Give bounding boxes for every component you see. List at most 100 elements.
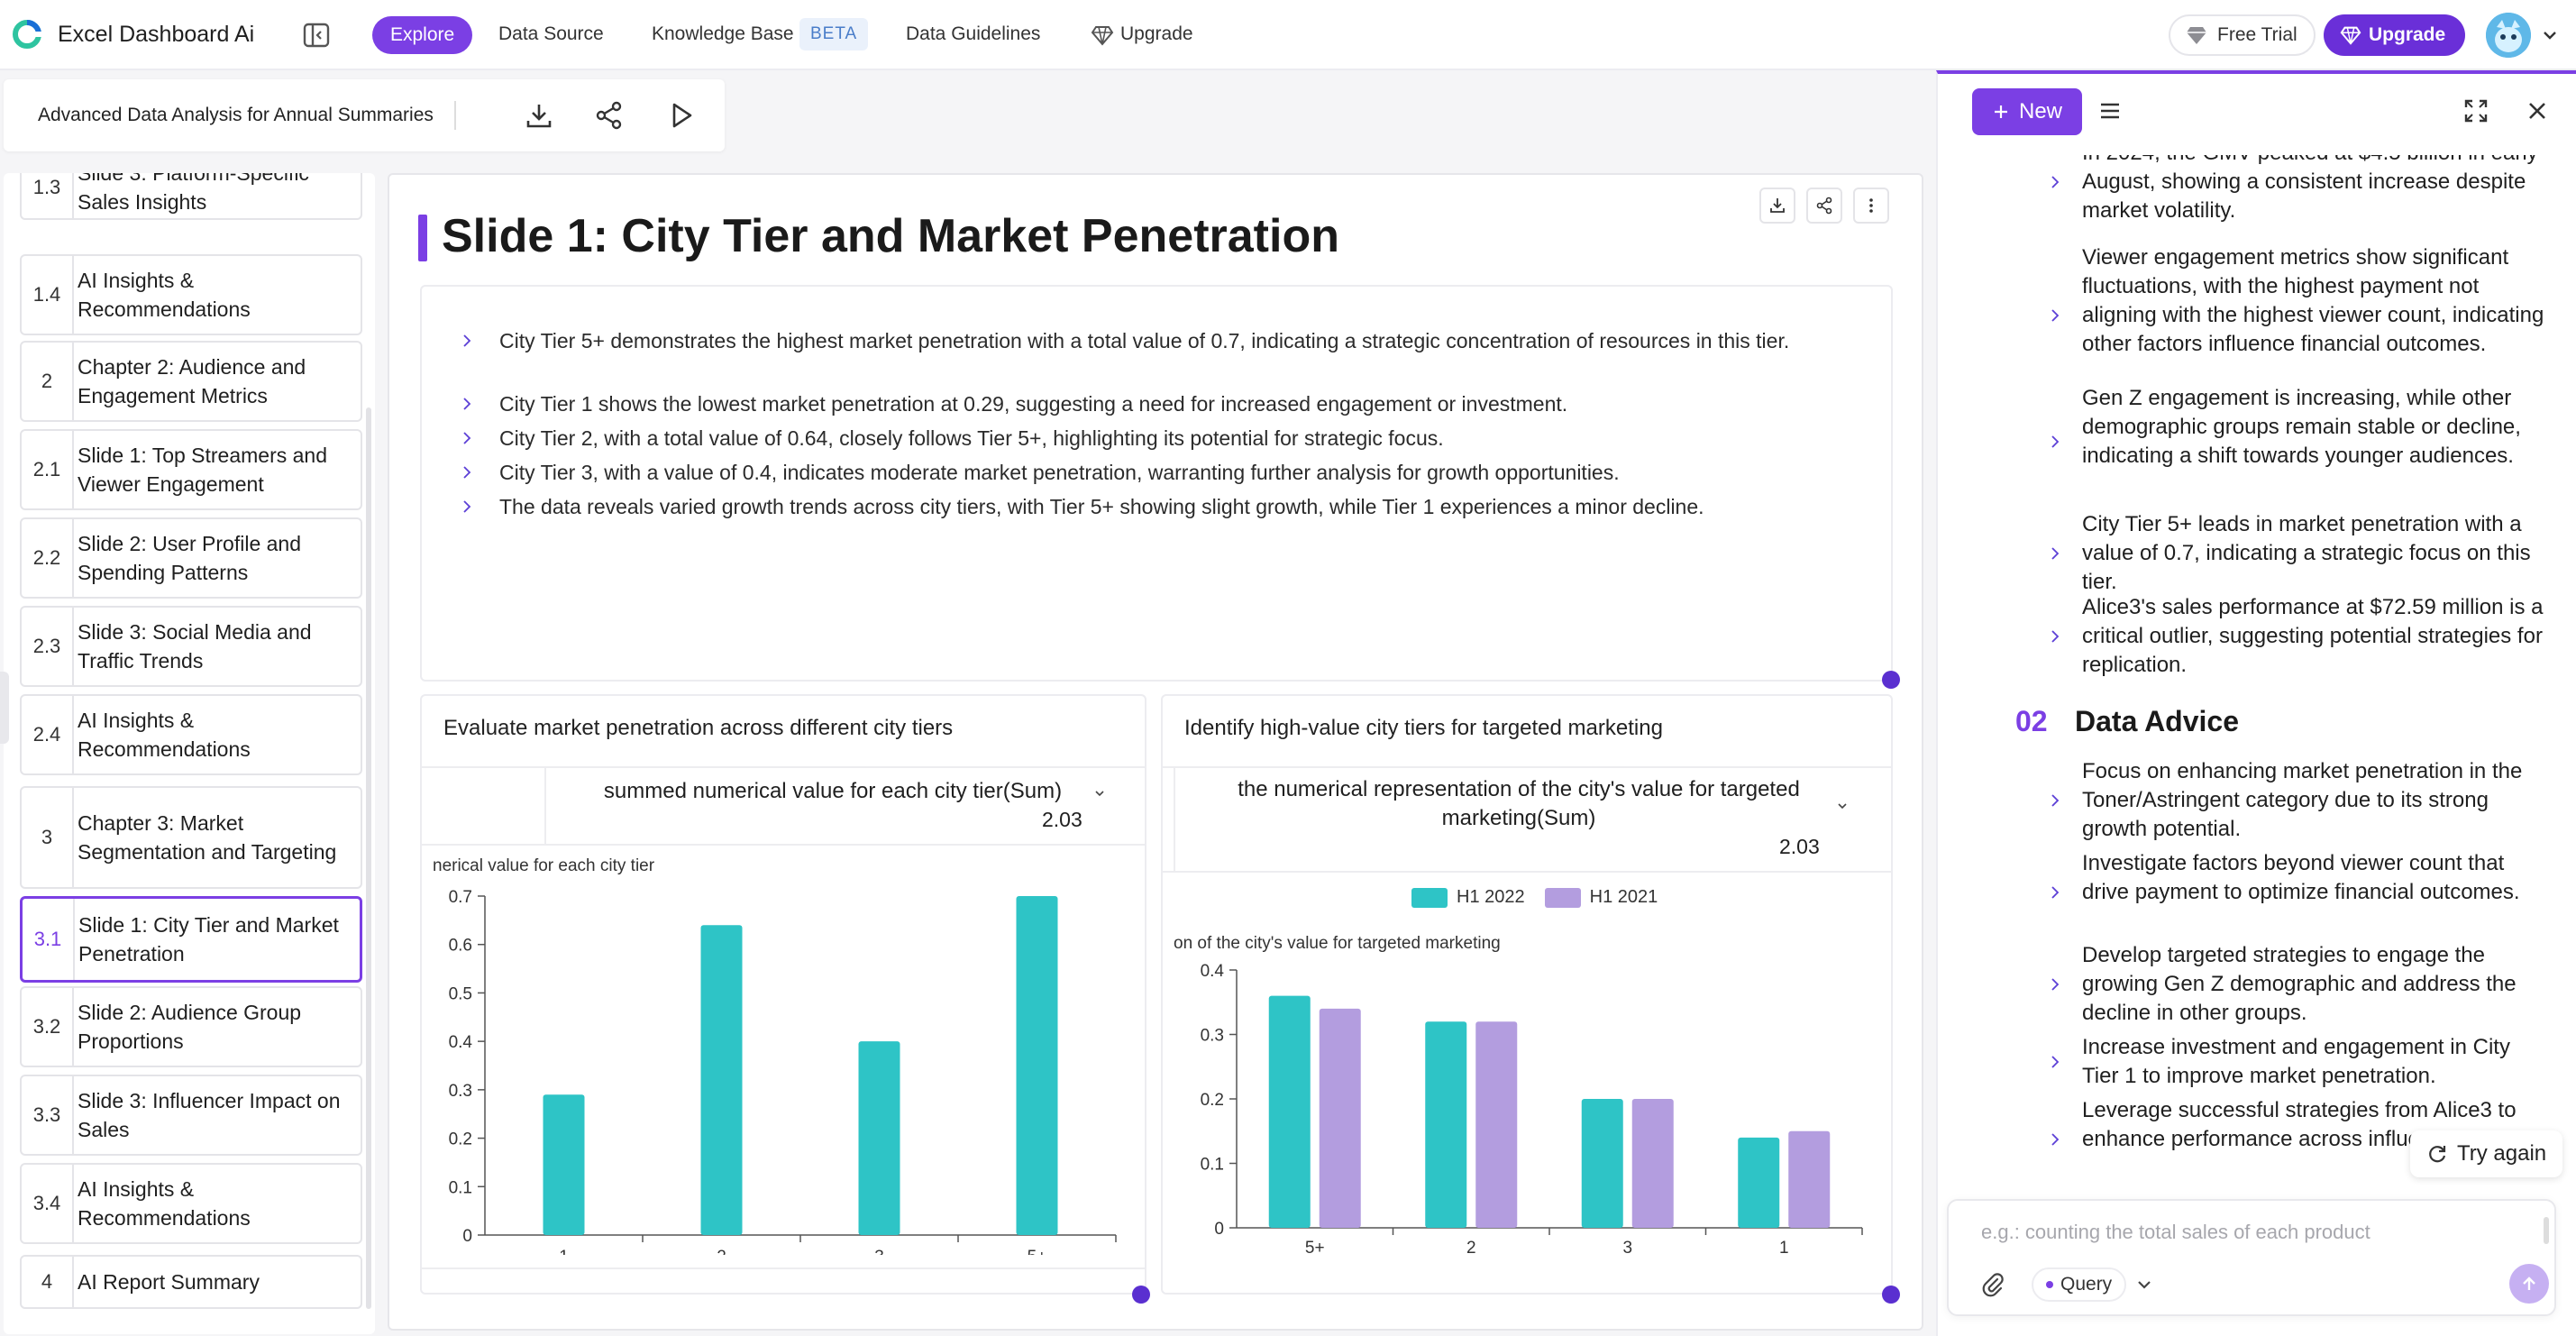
download-icon[interactable] (523, 99, 555, 132)
outline-item-number: 3.1 (23, 899, 75, 980)
slide-more-button[interactable] (1853, 188, 1889, 224)
share-icon[interactable] (593, 99, 626, 132)
upgrade-button[interactable]: Upgrade (2324, 14, 2466, 56)
measure-total: 2.03 (1779, 835, 1820, 858)
left-panel-collapse-handle[interactable] (0, 672, 9, 744)
outline-item-2-4[interactable]: 2.4 AI Insights & Recommendations (20, 694, 362, 775)
nav-explore-tab[interactable]: Explore (372, 16, 473, 54)
chevron-right-icon (2051, 176, 2060, 188)
try-again-button[interactable]: Try again (2410, 1130, 2563, 1177)
bar[interactable] (1016, 896, 1058, 1235)
chart-resize-handle[interactable] (1132, 1286, 1150, 1304)
menu-icon[interactable] (2095, 96, 2125, 126)
outline-item-2[interactable]: 2 Chapter 2: Audience and Engagement Metr… (20, 341, 362, 422)
chevron-right-icon (463, 466, 471, 479)
y-tick-label: 0.6 (449, 937, 472, 956)
send-button[interactable] (2509, 1264, 2549, 1304)
sidebar-toggle-icon[interactable] (301, 20, 332, 50)
play-icon[interactable] (665, 99, 698, 132)
outline-item-3-4[interactable]: 3.4 AI Insights & Recommendations (20, 1163, 362, 1244)
measure-label[interactable]: summed numerical value for each city tie… (603, 779, 1063, 803)
chevron-down-icon[interactable] (1092, 786, 1107, 801)
nav-data-guidelines-tab[interactable]: Data Guidelines (906, 23, 1041, 44)
bar[interactable] (858, 1041, 900, 1235)
outline-scrollbar[interactable] (366, 407, 371, 1309)
chart-resize-handle[interactable] (1882, 1286, 1900, 1304)
outline-item-2-1[interactable]: 2.1 Slide 1: Top Streamers and Viewer Eng… (20, 429, 362, 510)
outline-item-label: AI Insights & Recommendations (78, 709, 251, 761)
new-chat-button[interactable]: New (1972, 88, 2083, 135)
slide-download-button[interactable] (1759, 188, 1795, 224)
outline-item-label: Slide 3: Social Media and Traffic Trends (78, 620, 312, 673)
outline-item-3-2[interactable]: 3.2 Slide 2: Audience Group Proportions (20, 986, 362, 1067)
bar-h1-2022[interactable] (1268, 995, 1311, 1228)
analysis-item: City Tier 5+ leads in market penetration… (2082, 512, 2531, 594)
slide-share-button[interactable] (1806, 188, 1842, 224)
outline-item-1-4[interactable]: 1.4 AI Insights & Recommendations (20, 254, 362, 335)
outline-item-number: 3.3 (22, 1076, 74, 1154)
insight-text: The data reveals varied growth trends ac… (499, 495, 1704, 518)
diamond-icon (1091, 26, 1114, 46)
plus-icon (1995, 105, 2007, 118)
y-tick-label: 0.2 (449, 1130, 472, 1149)
nav-data-source-tab[interactable]: Data Source (498, 23, 604, 44)
measure-label[interactable]: the numerical representation of the city… (1238, 777, 1800, 830)
grouped-bar-chart-targeted-marketing: 0 0.1 0.2 0.3 0.4 5+ 2 3 1 (1201, 962, 1863, 1255)
insights-resize-handle[interactable] (1882, 671, 1900, 689)
chat-input[interactable] (1981, 1217, 2513, 1248)
bar-h1-2022[interactable] (1425, 1021, 1467, 1228)
x-tick-label: 5+ (1028, 1248, 1047, 1255)
chevron-down-icon[interactable] (2134, 1275, 2154, 1295)
outline-item-2-2[interactable]: 2.2 Slide 2: User Profile and Spending Pa… (20, 517, 362, 599)
chevron-down-icon[interactable] (2540, 25, 2560, 45)
chevron-right-icon (463, 432, 471, 444)
bar-h1-2021[interactable] (1475, 1021, 1518, 1228)
upgrade-diamond-icon (2340, 26, 2361, 45)
outline-item-2-3[interactable]: 2.3 Slide 3: Social Media and Traffic Tre… (20, 606, 362, 687)
advice-item: Investigate factors beyond viewer count … (2082, 851, 2520, 904)
outline-item-3-3[interactable]: 3.3 Slide 3: Influencer Impact on Sales (20, 1075, 362, 1156)
slide-canvas: Slide 1: City Tier and Market Penetratio… (388, 173, 1923, 1331)
user-avatar[interactable] (2486, 13, 2531, 58)
app-logo-icon (13, 20, 41, 49)
bar[interactable] (700, 925, 743, 1235)
expand-icon[interactable] (2461, 96, 2491, 126)
x-tick-label: 5+ (1305, 1239, 1325, 1255)
close-icon[interactable] (2522, 96, 2553, 126)
app-title: Excel Dashboard Ai (58, 22, 255, 47)
share-icon (1816, 197, 1832, 215)
card-divider (422, 1267, 1145, 1269)
title-accent-bar (418, 215, 427, 261)
bar-h1-2021[interactable] (1631, 1099, 1674, 1228)
free-trial-button[interactable]: Free Trial (2169, 14, 2316, 56)
bar-h1-2021[interactable] (1319, 1008, 1361, 1228)
refresh-icon (2429, 1146, 2446, 1163)
y-tick-label: 0.4 (449, 1033, 473, 1052)
outline-item-1-3[interactable]: 1.3 Slide 3: Platform-Specific Sales Insi… (20, 173, 362, 220)
outline-item-3-1[interactable]: 3.1 Slide 1: City Tier and Market Penetra… (20, 896, 362, 983)
bar-h1-2022[interactable] (1738, 1137, 1780, 1228)
card-divider-vertical (544, 766, 546, 844)
outline-item-label: Slide 3: Influencer Impact on Sales (78, 1089, 341, 1141)
bar-h1-2021[interactable] (1788, 1130, 1831, 1228)
bar[interactable] (543, 1094, 585, 1235)
card-divider (422, 844, 1145, 846)
report-name: Advanced Data Analysis for Annual Summar… (38, 105, 434, 125)
outline-item-number: 3 (22, 788, 74, 887)
y-tick-label: 0.1 (1201, 1156, 1224, 1175)
outline-item-label: Slide 2: Audience Group Proportions (78, 1001, 302, 1053)
query-dot-icon (2046, 1281, 2053, 1288)
query-mode-label: Query (2060, 1274, 2113, 1295)
outline-item-4[interactable]: 4 AI Report Summary (20, 1255, 362, 1309)
legend-label-h1-2022: H1 2022 (1457, 887, 1525, 907)
nav-knowledge-base-tab[interactable]: Knowledge Base (652, 23, 794, 44)
bar-h1-2022[interactable] (1581, 1099, 1623, 1228)
y-tick-label: 0.7 (449, 888, 472, 907)
chat-input-scrollbar[interactable] (2544, 1217, 2549, 1244)
query-mode-selector[interactable]: Query (2032, 1267, 2127, 1302)
paperclip-icon[interactable] (1979, 1271, 2006, 1298)
outline-item-3[interactable]: 3 Chapter 3: Market Segmentation and Targ… (20, 786, 362, 889)
chevron-down-icon[interactable] (1835, 799, 1850, 813)
nav-upgrade-link[interactable]: Upgrade (1120, 23, 1193, 44)
outline-item-label: AI Insights & Recommendations (78, 1177, 251, 1230)
